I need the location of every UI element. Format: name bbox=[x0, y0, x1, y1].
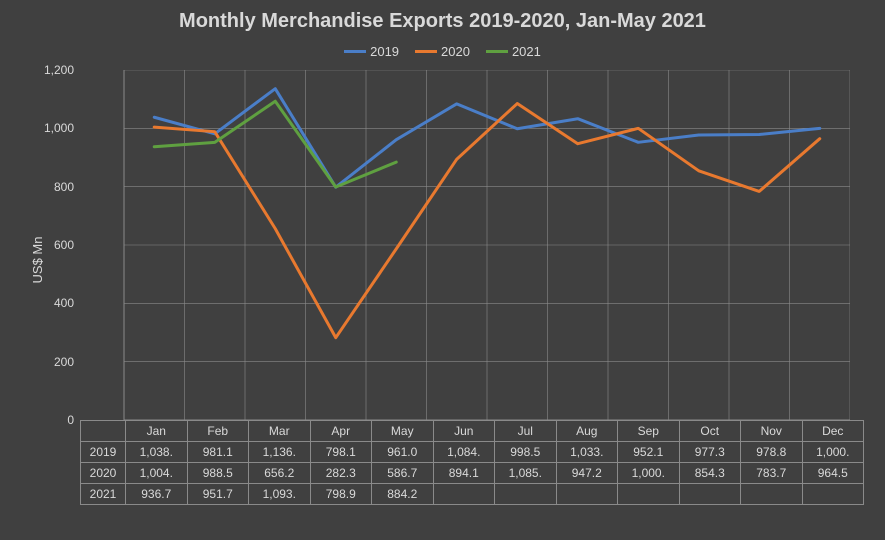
chart-plot-area bbox=[80, 70, 850, 420]
table-cell: 988.5 bbox=[187, 463, 249, 484]
table-cell: 1,000. bbox=[802, 442, 864, 463]
table-col-header: Jun bbox=[433, 421, 495, 442]
table-cell bbox=[433, 484, 495, 505]
table-row-header: 2019 bbox=[81, 442, 126, 463]
table-col-header: Nov bbox=[741, 421, 803, 442]
table-cell: 998.5 bbox=[495, 442, 557, 463]
table-row-header: 2021 bbox=[81, 484, 126, 505]
y-tick-label: 200 bbox=[26, 355, 74, 369]
series-line bbox=[154, 101, 396, 187]
table-cell: 1,136. bbox=[249, 442, 311, 463]
table-cell: 1,093. bbox=[249, 484, 311, 505]
legend-swatch bbox=[486, 50, 508, 53]
legend-item: 2019 bbox=[344, 44, 399, 59]
table-cell: 282.3 bbox=[310, 463, 372, 484]
table-cell: 951.7 bbox=[187, 484, 249, 505]
table-row-header: 2020 bbox=[81, 463, 126, 484]
table-cell: 947.2 bbox=[556, 463, 618, 484]
table-cell bbox=[618, 484, 680, 505]
legend-label: 2021 bbox=[512, 44, 541, 59]
table-cell: 894.1 bbox=[433, 463, 495, 484]
y-tick-label: 1,000 bbox=[26, 121, 74, 135]
table-cell: 586.7 bbox=[372, 463, 434, 484]
table-corner-cell bbox=[81, 421, 126, 442]
legend: 2019 2020 2021 bbox=[0, 44, 885, 59]
table-cell: 978.8 bbox=[741, 442, 803, 463]
table-cell bbox=[556, 484, 618, 505]
table-col-header: Jan bbox=[126, 421, 188, 442]
table-cell: 952.1 bbox=[618, 442, 680, 463]
table-cell bbox=[495, 484, 557, 505]
y-tick-label: 0 bbox=[26, 413, 74, 427]
table-col-header: Feb bbox=[187, 421, 249, 442]
data-table: JanFebMarAprMayJunJulAugSepOctNovDec 2019… bbox=[80, 420, 864, 505]
table-cell bbox=[741, 484, 803, 505]
legend-item: 2020 bbox=[415, 44, 470, 59]
legend-label: 2019 bbox=[370, 44, 399, 59]
table-col-header: Jul bbox=[495, 421, 557, 442]
table-col-header: Aug bbox=[556, 421, 618, 442]
table-cell: 961.0 bbox=[372, 442, 434, 463]
legend-swatch bbox=[344, 50, 366, 53]
y-tick-label: 1,200 bbox=[26, 63, 74, 77]
table-col-header: Apr bbox=[310, 421, 372, 442]
legend-swatch bbox=[415, 50, 437, 53]
table-cell: 798.1 bbox=[310, 442, 372, 463]
y-tick-label: 600 bbox=[26, 238, 74, 252]
table-col-header: Oct bbox=[679, 421, 741, 442]
table-cell: 798.9 bbox=[310, 484, 372, 505]
table-cell: 884.2 bbox=[372, 484, 434, 505]
table-cell: 1,004. bbox=[126, 463, 188, 484]
legend-label: 2020 bbox=[441, 44, 470, 59]
table-cell: 854.3 bbox=[679, 463, 741, 484]
table-cell: 936.7 bbox=[126, 484, 188, 505]
table-cell: 1,038. bbox=[126, 442, 188, 463]
legend-item: 2021 bbox=[486, 44, 541, 59]
table-col-header: Dec bbox=[802, 421, 864, 442]
table-cell: 981.1 bbox=[187, 442, 249, 463]
table-cell: 656.2 bbox=[249, 463, 311, 484]
table-col-header: Mar bbox=[249, 421, 311, 442]
table-cell bbox=[679, 484, 741, 505]
table-col-header: May bbox=[372, 421, 434, 442]
table-cell: 1,000. bbox=[618, 463, 680, 484]
table-cell: 783.7 bbox=[741, 463, 803, 484]
table-cell bbox=[802, 484, 864, 505]
chart-title: Monthly Merchandise Exports 2019-2020, J… bbox=[0, 10, 885, 33]
table-cell: 1,085. bbox=[495, 463, 557, 484]
table-cell: 977.3 bbox=[679, 442, 741, 463]
table-cell: 1,033. bbox=[556, 442, 618, 463]
table-col-header: Sep bbox=[618, 421, 680, 442]
y-tick-label: 800 bbox=[26, 180, 74, 194]
table-cell: 1,084. bbox=[433, 442, 495, 463]
y-tick-label: 400 bbox=[26, 296, 74, 310]
table-cell: 964.5 bbox=[802, 463, 864, 484]
